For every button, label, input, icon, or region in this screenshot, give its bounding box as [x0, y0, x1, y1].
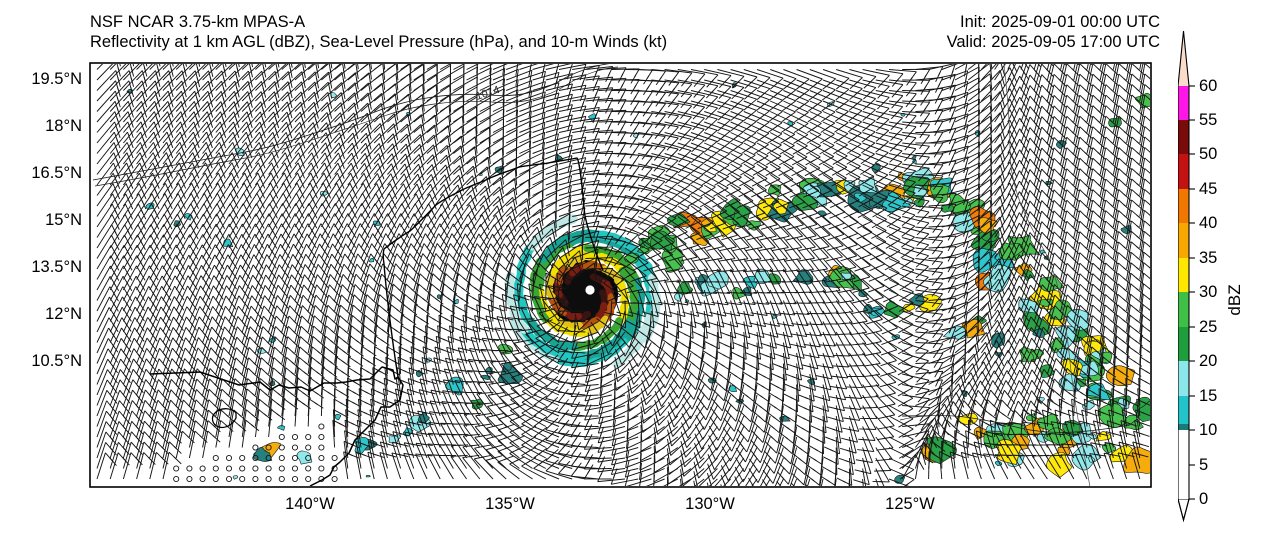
svg-text:45: 45: [1199, 180, 1217, 198]
svg-text:35: 35: [1199, 249, 1217, 267]
svg-text:15: 15: [1199, 387, 1217, 405]
svg-text:20: 20: [1199, 352, 1217, 370]
svg-text:60: 60: [1199, 77, 1217, 95]
svg-text:dBZ: dBZ: [1225, 284, 1244, 315]
svg-text:10: 10: [1199, 421, 1217, 439]
svg-text:0: 0: [1199, 490, 1208, 508]
svg-text:40: 40: [1199, 214, 1217, 232]
svg-text:25: 25: [1199, 318, 1217, 336]
svg-text:5: 5: [1199, 456, 1208, 474]
svg-text:30: 30: [1199, 283, 1217, 301]
svg-text:55: 55: [1199, 111, 1217, 129]
svg-text:50: 50: [1199, 145, 1217, 163]
